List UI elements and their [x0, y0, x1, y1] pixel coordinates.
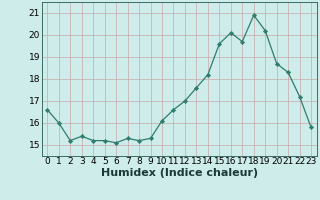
X-axis label: Humidex (Indice chaleur): Humidex (Indice chaleur): [100, 168, 258, 178]
